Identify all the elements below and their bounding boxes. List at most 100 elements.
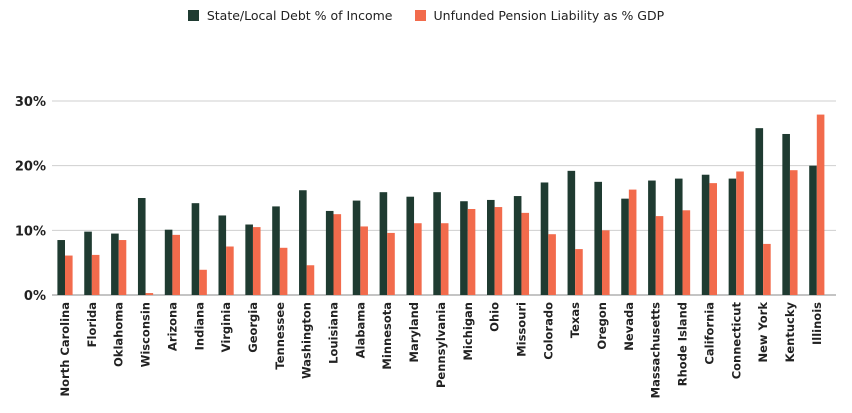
bar-debt: [701, 174, 710, 295]
bar-debt: [513, 196, 522, 295]
bar-debt: [782, 133, 790, 295]
bar-pension: [333, 214, 342, 295]
bar-pension: [709, 183, 717, 295]
legend-swatch-pension: [414, 10, 426, 21]
bar-debt: [621, 198, 629, 295]
x-tick-label: Illinois: [810, 302, 824, 345]
bar-pension: [602, 230, 610, 295]
bar-debt: [57, 240, 65, 295]
x-tick-label: Virginia: [219, 302, 233, 352]
bar-pension: [494, 207, 503, 295]
bar-pension: [575, 249, 583, 295]
x-tick-label: Minnesota: [380, 302, 394, 370]
x-tick-label: Michigan: [461, 302, 475, 361]
x-tick-label: California: [702, 302, 716, 365]
x-tick-label: Massachusetts: [649, 302, 663, 398]
bar-pension: [172, 234, 180, 295]
bar-debt: [567, 170, 576, 295]
bar-pension: [736, 171, 744, 295]
bar-debt: [379, 192, 388, 295]
bar-debt: [460, 201, 468, 295]
bar-debt: [540, 182, 549, 295]
bar-debt: [352, 200, 361, 295]
legend-label-pension: Unfunded Pension Liability as % GDP: [433, 8, 665, 23]
bar-debt: [137, 198, 146, 295]
bar-pension: [414, 223, 422, 295]
y-tick-label: 10%: [15, 224, 46, 239]
bar-pension: [252, 227, 261, 295]
bar-debt: [111, 233, 119, 295]
x-tick-label: Connecticut: [729, 302, 743, 380]
bar-pension: [387, 232, 395, 295]
bar-pension: [655, 216, 664, 295]
bar-pension: [789, 170, 798, 295]
bar-debt: [594, 181, 602, 295]
x-tick-label: Pennsylvania: [434, 302, 448, 388]
bar-pension: [521, 212, 530, 295]
bar-debt: [325, 210, 334, 295]
bar-pension: [682, 210, 691, 295]
bar-pension: [628, 189, 637, 295]
x-tick-label: Oregon: [595, 302, 609, 350]
bar-debt: [299, 190, 307, 295]
bar-pension: [118, 240, 127, 295]
y-tick-label: 30%: [15, 95, 46, 110]
x-tick-label: Ohio: [488, 302, 502, 332]
bar-pension: [226, 246, 234, 295]
x-tick-label: Nevada: [622, 302, 636, 351]
x-tick-label: Tennessee: [273, 302, 287, 370]
x-tick-label: Missouri: [514, 302, 528, 357]
bar-pension: [548, 234, 556, 295]
bar-debt: [674, 178, 683, 295]
bar-debt: [406, 196, 415, 295]
bar-debt: [755, 128, 764, 295]
bar-pension: [279, 247, 288, 295]
bar-pension: [763, 243, 771, 295]
bar-debt: [728, 178, 737, 295]
legend-item-debt: State/Local Debt % of Income: [187, 8, 393, 23]
bar-pension: [360, 226, 368, 295]
bar-debt: [245, 224, 253, 295]
x-tick-label: Wisconsin: [139, 302, 153, 367]
x-tick-label: Washington: [300, 302, 314, 379]
x-tick-label: Louisiana: [327, 302, 341, 364]
bar-pension: [91, 254, 100, 295]
bar-pension: [440, 223, 449, 295]
x-tick-label: Arizona: [165, 302, 179, 351]
bar-debt: [433, 192, 441, 295]
bar-pension: [145, 293, 154, 295]
bar-pension: [65, 255, 73, 295]
x-tick-label: North Carolina: [58, 302, 72, 397]
y-tick-label: 20%: [15, 160, 46, 175]
legend-item-pension: Unfunded Pension Liability as % GDP: [414, 8, 665, 23]
bar-pension: [816, 114, 825, 295]
legend-swatch-debt: [187, 10, 199, 21]
bar-pension: [306, 265, 315, 295]
bar-debt: [191, 203, 200, 295]
x-tick-label: Texas: [568, 302, 582, 338]
x-tick-label: Rhode Island: [676, 302, 690, 386]
bar-pension: [467, 208, 476, 295]
bar-debt: [809, 165, 817, 295]
x-tick-label: Georgia: [246, 302, 260, 353]
bar-debt: [218, 215, 227, 295]
x-tick-label: Kentucky: [783, 301, 797, 362]
y-tick-label: 0%: [24, 289, 46, 304]
legend: State/Local Debt % of Income Unfunded Pe…: [0, 8, 852, 23]
x-tick-label: Alabama: [353, 302, 367, 358]
bar-debt: [84, 231, 92, 295]
x-tick-label: Oklahoma: [112, 302, 126, 367]
x-tick-label: Florida: [85, 302, 99, 347]
x-tick-label: Indiana: [192, 302, 206, 350]
bar-debt: [164, 229, 173, 295]
x-tick-label: New York: [756, 302, 770, 363]
legend-label-debt: State/Local Debt % of Income: [206, 8, 393, 23]
x-tick-label: Colorado: [541, 302, 555, 360]
bar-debt: [272, 206, 280, 295]
bar-debt: [487, 199, 495, 295]
bar-debt: [648, 180, 656, 295]
x-tick-label: Maryland: [407, 302, 421, 363]
bar-pension: [199, 269, 207, 295]
